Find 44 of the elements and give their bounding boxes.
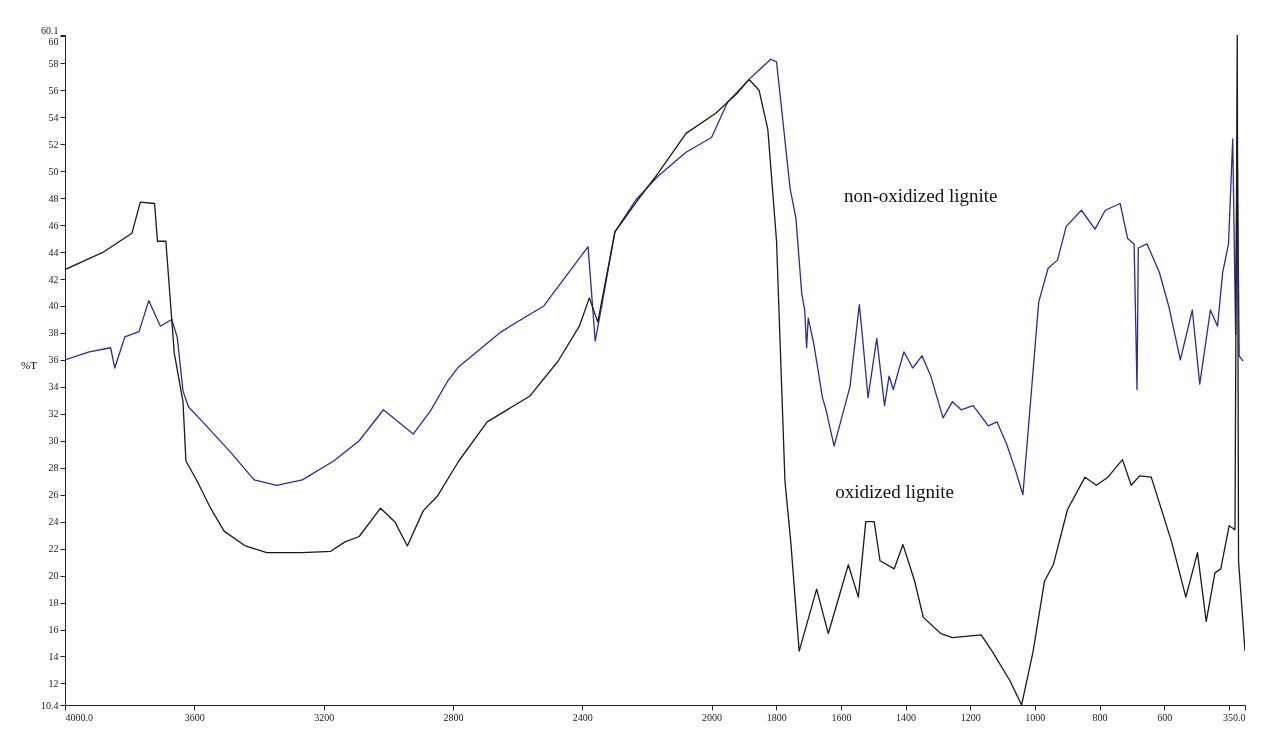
y-tick-label: 54: [48, 111, 59, 123]
y-tick-label: 58: [48, 57, 59, 69]
y-tick-label: 44: [48, 246, 59, 258]
x-tick-label: 800: [1092, 711, 1108, 723]
y-tick-label: 10.4: [41, 699, 59, 711]
annotation: oxidized lignite: [835, 480, 954, 502]
y-tick-label: 34: [48, 381, 59, 393]
y-tick-label: 14: [48, 650, 59, 662]
x-tick-label: 2400: [572, 711, 593, 723]
y-tick-label: 28: [48, 462, 59, 474]
y-tick-label: 20: [48, 570, 59, 582]
x-tick-label: 1000: [1025, 711, 1046, 723]
x-tick-label: 2000: [702, 711, 723, 723]
y-tick-label: 16: [48, 624, 59, 636]
x-tick-label: 4000.0: [65, 711, 93, 723]
y-tick-label: 46: [48, 219, 59, 231]
y-tick-label: 30: [48, 435, 59, 447]
x-tick-label: 1600: [831, 711, 852, 723]
y-tick-label: 42: [48, 273, 59, 285]
y-tick-label: 12: [48, 677, 59, 689]
y-tick-label: 32: [48, 408, 59, 420]
y-axis-title: %T: [21, 358, 38, 371]
y-tick-label: 60.1: [41, 24, 59, 36]
y-tick-label: 50: [48, 165, 59, 177]
x-tick-label: 3200: [314, 711, 335, 723]
y-tick-label: 48: [48, 192, 59, 204]
y-tick-label: 22: [48, 543, 59, 555]
y-tick-label: 36: [48, 354, 59, 366]
y-tick-label: 60: [48, 35, 59, 47]
annotation: non-oxidized lignite: [843, 185, 998, 207]
x-tick-label: 1200: [960, 711, 981, 723]
y-tick-label: 38: [48, 327, 59, 339]
x-tick-label: 1800: [766, 711, 787, 723]
y-tick-label: 40: [48, 300, 59, 312]
y-tick-label: 26: [48, 489, 59, 501]
x-tick-label: 600: [1157, 711, 1173, 723]
y-tick-label: 52: [48, 138, 59, 150]
y-tick-label: 24: [48, 516, 59, 528]
x-tick-label: 3600: [184, 711, 205, 723]
x-tick-label: 1400: [896, 711, 917, 723]
y-tick-label: 56: [48, 84, 59, 96]
y-tick-label: 18: [48, 597, 59, 609]
x-tick-label: 350.0: [1223, 711, 1246, 723]
x-tick-label: 2800: [443, 711, 464, 723]
